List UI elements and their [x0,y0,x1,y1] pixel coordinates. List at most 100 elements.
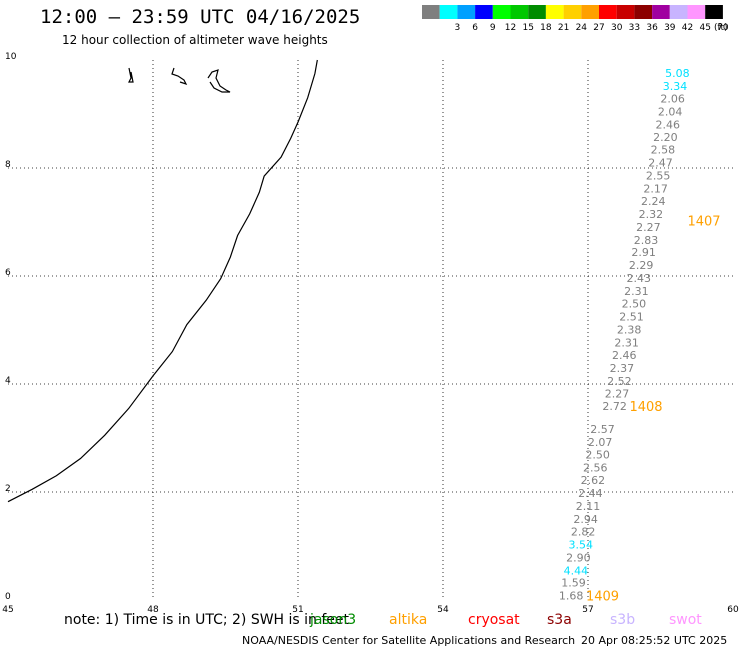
legend-tick-label: 6 [472,23,478,33]
wave-height-point: 2.32 [639,208,664,221]
wave-height-point: 2.31 [624,285,649,298]
y-tick-label: 0 [5,592,11,602]
wave-height-point: 2.47 [648,157,673,170]
wave-height-point: 2.11 [576,500,601,513]
satellite-s3a: s3a [547,612,572,628]
time-label: 1407 [687,214,720,229]
wave-height-point: 2.72 [602,400,627,413]
satellite-altika: altika [389,612,428,628]
legend-unit: (ft) [714,23,728,33]
legend-swatch [652,5,670,19]
legend-swatch [599,5,617,19]
wave-height-point: 2.50 [585,449,610,462]
legend-tick-label: 15 [522,23,533,33]
satellite-cryosat: cryosat [468,612,520,628]
legend-tick-label: 36 [646,23,658,33]
wave-height-point: 2.04 [658,105,683,118]
legend-swatch [492,5,511,19]
legend-swatch [439,5,458,19]
legend-tick-label: 33 [629,23,640,33]
wave-height-point: 1.59 [561,577,586,590]
wave-height-point: 2.24 [641,195,666,208]
wave-height-point: 2.50 [622,298,647,311]
x-tick-label: 45 [2,605,13,615]
wave-height-point: 2.62 [581,474,606,487]
legend-tick-label: 3 [455,23,461,33]
legend-tick-label: 30 [611,23,623,33]
wave-height-point: 2.37 [610,362,635,375]
legend-tick-label: 12 [505,23,516,33]
wave-height-point: 2.94 [573,513,598,526]
wave-height-point: 2.56 [583,462,608,475]
legend-swatch [475,5,493,19]
legend-swatch [616,5,635,19]
y-tick-label: 4 [5,376,11,386]
wave-height-point: 2.17 [643,183,668,196]
wave-height-point: 2.46 [612,349,637,362]
y-tick-label: 2 [5,484,11,494]
wave-height-point: 2.91 [631,246,656,259]
wave-height-point: 2.27 [605,388,630,401]
footer-timestamp: 20 Apr 08:25:52 UTC 2025 [581,634,728,647]
wave-height-point: 2.52 [607,375,632,388]
chart-subtitle: 12 hour collection of altimeter wave hei… [62,33,328,47]
legend-tick-label: 21 [558,23,569,33]
time-label: 1409 [586,590,619,605]
legend-swatch [581,5,599,19]
chart-title: 12:00 – 23:59 UTC 04/16/2025 [40,6,361,28]
satellite-jason3: jason3 [310,612,357,628]
wave-height-point: 1.68 [559,590,584,603]
wave-height-point: 2.51 [619,311,644,324]
footer-credit: NOAA/NESDIS Center for Satellite Applica… [242,634,576,647]
island [128,67,134,83]
legend-tick-label: 27 [593,23,604,33]
legend-tick-label: 45 [699,23,710,33]
wave-height-point: 2.31 [614,336,639,349]
legend-tick-label: 42 [682,23,693,33]
wave-height-point: 2.43 [627,272,652,285]
legend-swatch [545,5,564,19]
legend-swatch [634,5,653,19]
coastline [7,59,318,503]
wave-height-point: 3.34 [663,80,688,93]
legend-swatch [563,5,582,19]
x-tick-label: 51 [292,605,303,615]
y-tick-label: 8 [5,160,11,170]
legend-tick-label: 70 [717,23,729,33]
wave-height-point: 2.58 [651,144,676,157]
island [207,69,231,93]
legend-tick-label: 18 [540,23,552,33]
wave-height-point: 2.20 [653,131,678,144]
y-tick-label: 6 [5,268,11,278]
satellite-swot: swot [669,612,702,628]
legend-tick-label: 9 [490,23,496,33]
wave-height-point: 2.55 [646,170,671,183]
wave-height-point: 2.46 [656,118,681,131]
x-tick-label: 48 [147,605,159,615]
wave-height-point: 2.83 [634,234,659,247]
legend-swatch [687,5,706,19]
island [171,67,188,86]
legend-swatch [528,5,546,19]
wave-height-point: 2.27 [636,221,661,234]
legend-tick-label: 39 [664,23,676,33]
legend-swatch [705,5,723,19]
footnote: note: 1) Time is in UTC; 2) SWH is in fe… [64,612,350,628]
legend-swatch [457,5,476,19]
wave-height-point: 2.06 [660,92,685,105]
x-tick-label: 54 [437,605,449,615]
wave-height-point: 2.82 [571,525,596,538]
legend-swatch [510,5,529,19]
legend-tick-label: 24 [576,23,588,33]
wave-height-point: 2.29 [629,259,654,272]
wave-height-point: 4.44 [564,564,589,577]
wave-height-point: 3.54 [569,538,594,551]
wave-height-point: 2.90 [566,551,591,564]
wave-height-point: 2.57 [590,423,615,436]
time-label: 1408 [629,400,662,415]
x-tick-label: 57 [582,605,593,615]
x-tick-label: 60 [727,605,739,615]
wave-height-point: 2.07 [588,436,613,449]
